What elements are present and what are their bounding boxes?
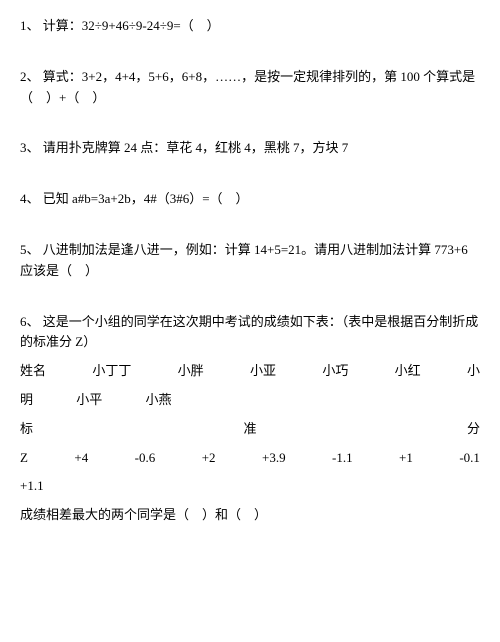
table-header-cell: 小巧: [322, 361, 348, 382]
table-header-cell: 小丁丁: [92, 361, 131, 382]
q1-text: 计算：32÷9+46÷9-24÷9=（ ）: [43, 18, 220, 33]
table-header-cell: 小亚: [250, 361, 276, 382]
table-header-cell: 小燕: [146, 392, 172, 407]
q6-label-row: 标 准 分: [20, 419, 480, 440]
q3-number: 3、: [20, 140, 40, 155]
q6-body: 6、 这是一个小组的同学在这次期中考试的成绩如下表：（表中是根据百分制折成的标准…: [20, 312, 480, 354]
table-label-cell: 分: [467, 419, 480, 440]
q6-header-wrap: 明 小平 小燕: [20, 390, 480, 411]
table-header-cell: 明: [20, 392, 33, 407]
question-4: 4、 已知 a#b=3a+2b，4#（3#6）=（ ）: [20, 189, 480, 210]
q1-number: 1、: [20, 18, 40, 33]
q3-text: 请用扑克牌算 24 点：草花 4，红桃 4，黑桃 7，方块 7: [43, 140, 349, 155]
q6-z-wrap: +1.1: [20, 476, 480, 497]
q4-text: 已知 a#b=3a+2b，4#（3#6）=（ ）: [43, 191, 249, 206]
table-label-cell: 标: [20, 419, 33, 440]
table-data-cell: +2: [202, 448, 216, 469]
question-1: 1、 计算：32÷9+46÷9-24÷9=（ ）: [20, 16, 480, 37]
table-header-cell: 小红: [395, 361, 421, 382]
q6-text: 这是一个小组的同学在这次期中考试的成绩如下表：（表中是根据百分制折成的标准分 Z…: [20, 314, 478, 350]
question-6: 6、 这是一个小组的同学在这次期中考试的成绩如下表：（表中是根据百分制折成的标准…: [20, 312, 480, 526]
table-header-cell: 小平: [76, 392, 102, 407]
table-header-cell: 小胖: [178, 361, 204, 382]
table-label-cell: 准: [243, 419, 256, 440]
q5-text: 八进制加法是逢八进一，例如：计算 14+5=21。请用八进制加法计算 773+6…: [20, 242, 468, 278]
q6-number: 6、: [20, 314, 40, 329]
table-data-cell: Z: [20, 448, 28, 469]
table-data-cell: -1.1: [332, 448, 353, 469]
table-data-cell: +1: [399, 448, 413, 469]
table-data-cell: -0.6: [135, 448, 156, 469]
table-header-cell: 小: [467, 361, 480, 382]
q2-text: 算式：3+2，4+4，5+6，6+8，……，是按一定规律排列的，第 100 个算…: [20, 69, 475, 105]
question-3: 3、 请用扑克牌算 24 点：草花 4，红桃 4，黑桃 7，方块 7: [20, 138, 480, 159]
question-2: 2、 算式：3+2，4+4，5+6，6+8，……，是按一定规律排列的，第 100…: [20, 67, 480, 109]
q6-last-line: 成绩相差最大的两个同学是（ ）和（ ）: [20, 505, 480, 526]
q2-number: 2、: [20, 69, 40, 84]
q6-header-row: 姓名 小丁丁 小胖 小亚 小巧 小红 小: [20, 361, 480, 382]
table-data-cell: +4: [74, 448, 88, 469]
q5-number: 5、: [20, 242, 40, 257]
table-data-cell: +3.9: [262, 448, 286, 469]
q4-number: 4、: [20, 191, 40, 206]
question-5: 5、 八进制加法是逢八进一，例如：计算 14+5=21。请用八进制加法计算 77…: [20, 240, 480, 282]
table-data-cell: -0.1: [459, 448, 480, 469]
table-header-cell: 姓名: [20, 361, 46, 382]
q6-z-row: Z +4 -0.6 +2 +3.9 -1.1 +1 -0.1: [20, 448, 480, 469]
